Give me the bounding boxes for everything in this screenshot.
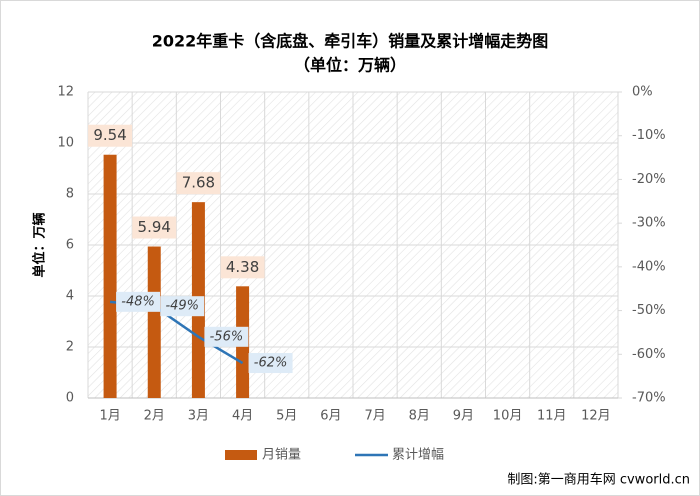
x-tick-label: 3月 (188, 409, 209, 424)
data-label: -48% (121, 294, 155, 309)
data-label: -62% (254, 356, 288, 371)
y-tick-label: 6 (66, 238, 74, 253)
y-tick-label: 12 (57, 85, 74, 100)
y-tick-label: 4 (66, 289, 74, 304)
data-label-bg (88, 124, 133, 147)
y2-tick-label: -30% (632, 216, 666, 231)
y-tick-label: 2 (66, 340, 74, 355)
y2-tick-label: -50% (632, 303, 666, 318)
y2-tick-label: -10% (632, 128, 666, 143)
y2-tick-label: -40% (632, 259, 666, 274)
x-tick-label: 8月 (409, 409, 430, 424)
y-tick-label: 0 (66, 391, 74, 406)
x-tick-label: 2月 (144, 409, 165, 424)
data-label: 7.68 (182, 174, 215, 192)
legend-label: 累计增幅 (392, 448, 444, 463)
x-tick-label: 4月 (232, 409, 253, 424)
data-label: -49% (165, 299, 199, 314)
source: 制图:第一商用车网 cvworld.cn (507, 472, 690, 488)
chart-title: 2022年重卡（含底盘、牵引车）销量及累计增幅走势图 (152, 32, 549, 51)
data-label-bg (116, 291, 161, 312)
data-label-bg (220, 256, 265, 279)
x-tick-label: 10月 (493, 409, 523, 424)
y2-tick-label: -20% (632, 172, 666, 187)
data-label: 9.54 (93, 126, 126, 144)
data-label-bg (160, 296, 205, 317)
bar (147, 246, 161, 398)
y2-tick-label: -60% (632, 347, 666, 362)
bar (103, 154, 117, 398)
y2-tick-label: 0% (632, 85, 653, 100)
x-tick-label: 6月 (320, 409, 341, 424)
data-label-bg (248, 353, 293, 374)
x-tick-label: 5月 (276, 409, 297, 424)
chart-subtitle: （单位：万辆） (294, 56, 406, 75)
data-label: 4.38 (226, 258, 259, 276)
data-label-bg (176, 172, 221, 195)
data-label: -56% (210, 329, 244, 344)
y-tick-label: 10 (57, 136, 74, 151)
y-axis-label: 单位：万辆 (32, 212, 48, 277)
x-tick-label: 11月 (537, 409, 567, 424)
x-tick-label: 7月 (364, 409, 385, 424)
y-tick-label: 8 (66, 187, 74, 202)
legend-swatch (225, 450, 257, 460)
x-tick-label: 1月 (99, 409, 120, 424)
x-tick-label: 12月 (581, 409, 611, 424)
data-label-bg (132, 216, 177, 239)
data-label: 5.94 (138, 218, 171, 236)
data-label-bg (204, 326, 249, 347)
legend-label: 月销量 (262, 448, 301, 463)
x-tick-label: 9月 (453, 409, 474, 424)
y2-tick-label: -70% (632, 391, 666, 406)
